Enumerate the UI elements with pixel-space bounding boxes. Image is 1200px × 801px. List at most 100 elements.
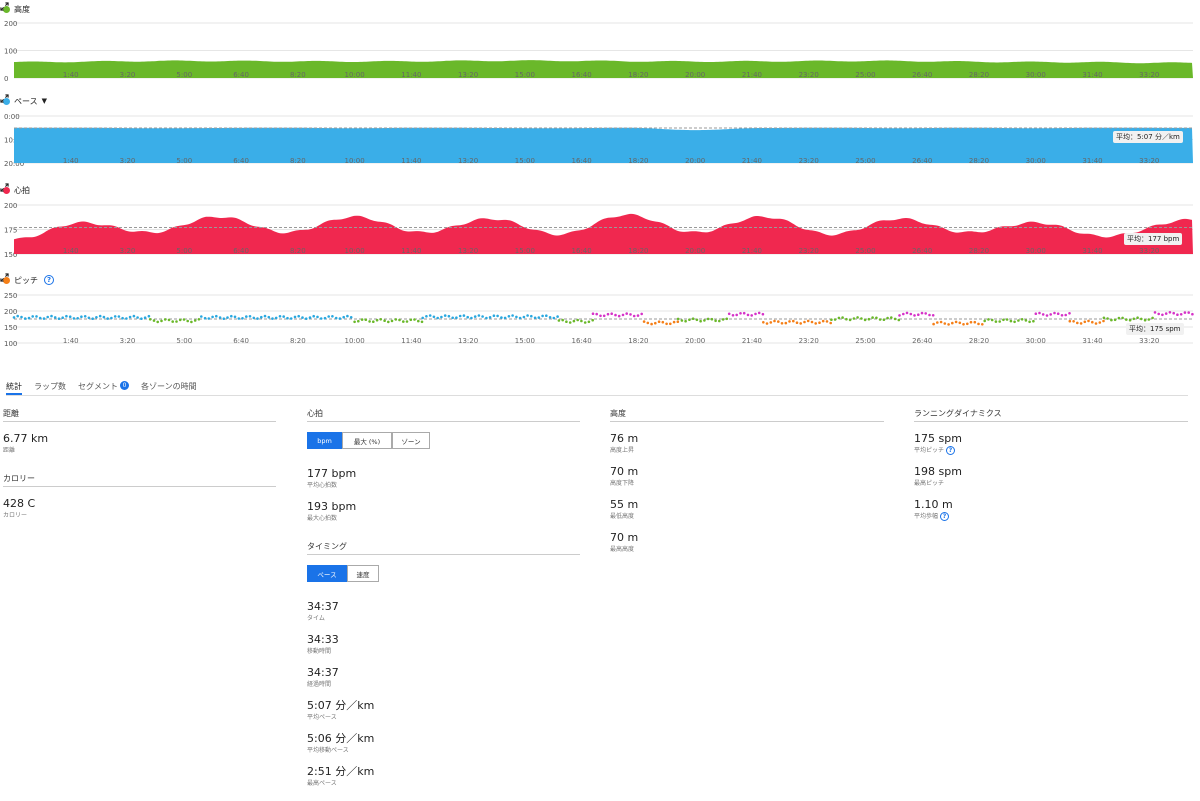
cadence-point [954, 320, 958, 324]
cadence-point [1083, 320, 1087, 324]
cadence-plot[interactable]: 250 200 150 100 1:40 3:20 5:00 6:40 8:20 10:00 11:… [0, 273, 1200, 350]
stat-label: 移動時間 [307, 647, 580, 656]
cadence-point [128, 315, 132, 319]
cadence-point [16, 314, 20, 318]
pace-chart-header[interactable]: ペース ▼ [3, 94, 47, 108]
avg-heartrate-label: 平均心拍数 [307, 482, 338, 489]
stat-label: 平均ペース [307, 713, 580, 722]
cadence-point [140, 317, 143, 320]
x-tick-label: 5:00 [176, 157, 192, 165]
cadence-point [1147, 318, 1151, 321]
cadence-point [746, 313, 750, 317]
help-icon[interactable]: ? [946, 446, 956, 455]
cadence-point [334, 316, 338, 320]
cadence-point [421, 316, 425, 320]
cadence-point [969, 320, 973, 324]
cadence-point [973, 320, 977, 324]
expand-icon[interactable] [0, 183, 9, 192]
y-tick-label: 0:00 [4, 113, 20, 121]
cadence-point [110, 316, 113, 320]
cadence-point [420, 320, 424, 324]
cadence-point [754, 312, 757, 316]
cadence-point [1002, 318, 1005, 322]
x-tick-label: 1:40 [63, 71, 79, 79]
tab-laps[interactable]: ラップ数 [34, 378, 66, 395]
x-tick-label: 26:40 [912, 71, 932, 79]
cadence-point [95, 316, 98, 319]
stat-label-text: 最高ペース [307, 780, 337, 787]
cadence-point [316, 315, 319, 319]
stat-label: 高度下降 [610, 479, 884, 488]
expand-icon[interactable] [0, 2, 9, 11]
expand-icon[interactable] [0, 273, 9, 282]
cadence-point [977, 322, 980, 326]
cadence-point [583, 321, 587, 324]
stat-label-text: タイム [307, 615, 325, 622]
x-tick-label: 13:20 [458, 247, 478, 255]
cadence-point [1049, 313, 1052, 316]
toggle-max-percent[interactable]: 最大 (%) [342, 432, 392, 449]
max-heartrate-label: 最大心拍数 [307, 515, 338, 522]
x-tick-label: 28:20 [969, 71, 989, 79]
help-icon[interactable]: ? [44, 275, 54, 285]
pace-plot[interactable]: 0:0010:0020:001:403:205:006:408:2010:001… [0, 94, 1200, 169]
cadence-point [1041, 313, 1045, 316]
tab-label: 各ゾーンの時間 [141, 382, 197, 391]
cadence-point [488, 316, 492, 319]
cadence-point [1191, 312, 1194, 316]
cadence-point [182, 318, 186, 321]
cadence-point [806, 319, 810, 323]
x-tick-label: 13:20 [458, 71, 478, 79]
tab-stats[interactable]: 統計 [6, 378, 22, 395]
cadence-point [57, 317, 61, 320]
cadence-point [230, 314, 233, 318]
x-tick-label: 11:40 [401, 247, 421, 255]
stat-value: 198 spm [914, 465, 962, 478]
calories-label: カロリー [3, 512, 28, 519]
heartrate-chart: 心拍 200 175 150 1:40 3:20 5:00 6:40 8:20 10:00 11:… [0, 183, 1200, 259]
cadence-chart: ピッチ ? 250 200 150 100 1:40 3:20 5:00 6:40 8:20 10… [0, 273, 1200, 350]
cadence-point [769, 321, 773, 324]
cadence-point [398, 318, 401, 322]
cadence-point [1161, 313, 1164, 317]
cadence-point [455, 316, 458, 319]
cadence-point [939, 320, 943, 324]
x-tick-label: 33:20 [1139, 337, 1159, 345]
chevron-down-icon[interactable]: ▼ [41, 97, 47, 105]
stat-item: 76 m 高度上昇 [610, 432, 884, 455]
help-icon[interactable]: ? [940, 512, 950, 521]
tab-time-in-zones[interactable]: 各ゾーンの時間 [141, 378, 197, 395]
expand-icon[interactable] [0, 94, 9, 103]
altitude-plot[interactable]: 200 100 0 1:40 3:20 5:00 6:40 8:20 10:00 11:40 13:… [0, 2, 1200, 82]
cadence-point [218, 316, 222, 319]
x-tick-label: 33:20 [1139, 71, 1159, 79]
cadence-point [924, 312, 927, 315]
stat-item: 55 m 最低高度 [610, 498, 884, 521]
cadence-point [703, 319, 706, 322]
heartrate-plot[interactable]: 200 175 150 1:40 3:20 5:00 6:40 8:20 10:00 11:40 1… [0, 183, 1200, 259]
cadence-point [994, 320, 998, 323]
cadence-point [595, 312, 598, 316]
cadence-point [1079, 322, 1083, 325]
stat-label: 最高ペース [307, 779, 580, 788]
x-tick-label: 25:00 [855, 247, 875, 255]
x-tick-label: 31:40 [1082, 157, 1102, 165]
cadence-point [293, 315, 297, 319]
col-running-dynamics: ランニングダイナミクス 175 spm 平均ピッチ? 198 spm 最高ピッチ 1.1… [914, 408, 1188, 531]
toggle-zone[interactable]: ゾーン [392, 432, 430, 449]
tab-segments[interactable]: セグメント 0 [78, 378, 129, 395]
stat-label-text: 高度下降 [610, 480, 635, 487]
toggle-speed[interactable]: 速度 [347, 565, 379, 582]
toggle-pace[interactable]: ペース [307, 565, 347, 582]
cadence-point [718, 319, 721, 323]
cadence-point [1005, 318, 1009, 321]
cadence-point [263, 314, 267, 318]
toggle-bpm[interactable]: bpm [307, 432, 342, 449]
x-tick-label: 28:20 [969, 157, 989, 165]
cadence-point [1151, 316, 1154, 320]
cadence-point [50, 314, 53, 318]
cadence-point [875, 316, 878, 320]
cadence-point [913, 314, 916, 317]
x-tick-label: 23:20 [799, 247, 819, 255]
avg-heartrate-stat: 177 bpm 平均心拍数 [307, 467, 580, 490]
